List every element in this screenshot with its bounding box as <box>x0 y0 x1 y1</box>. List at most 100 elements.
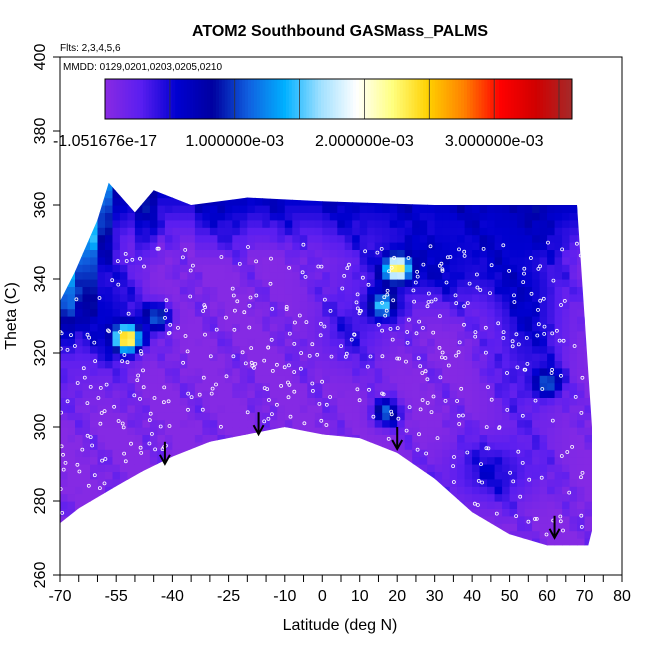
field-cell <box>157 390 166 398</box>
field-cell <box>494 286 503 295</box>
field-cell <box>292 249 301 258</box>
colorbar-swatch <box>344 79 348 119</box>
sample-point <box>102 481 107 486</box>
field-cell <box>329 182 338 184</box>
field-cell <box>60 308 69 317</box>
colorbar-swatch <box>402 79 407 119</box>
field-cell <box>112 227 121 236</box>
field-cell <box>217 205 226 213</box>
field-cell <box>134 279 143 287</box>
sample-point <box>355 306 360 311</box>
field-cell <box>344 382 353 391</box>
field-cell <box>359 441 368 450</box>
field-cell <box>254 182 263 191</box>
sample-point <box>457 247 461 252</box>
field-cell <box>217 404 226 413</box>
field-cell <box>427 249 436 258</box>
field-cell <box>112 182 121 191</box>
sample-point <box>559 373 563 378</box>
field-cell <box>105 212 114 221</box>
field-cell <box>352 279 361 287</box>
field-cell <box>217 279 226 287</box>
sample-point <box>299 351 304 355</box>
field-cell <box>112 404 121 413</box>
field-cell <box>90 456 99 465</box>
sample-point <box>138 396 142 401</box>
field-cell <box>547 212 556 221</box>
field-cell <box>209 456 218 465</box>
field-cell <box>434 316 443 324</box>
sample-point <box>322 324 327 329</box>
sample-point <box>387 269 391 274</box>
field-cell <box>592 397 600 405</box>
field-cell <box>569 330 578 339</box>
field-cell <box>374 293 383 302</box>
field-cell <box>179 434 188 443</box>
field-cell <box>329 404 338 413</box>
field-cell <box>359 293 368 302</box>
sample-point <box>560 247 564 252</box>
field-cell <box>179 427 188 435</box>
field-cell <box>344 301 353 310</box>
field-cell <box>277 205 286 213</box>
field-cell <box>344 242 353 250</box>
field-cell <box>427 316 436 324</box>
field-cell <box>404 308 413 317</box>
field-cell <box>352 219 361 228</box>
field-cell <box>472 545 481 546</box>
field-cell <box>329 256 338 265</box>
field-cell <box>397 367 406 376</box>
field-cell <box>404 219 413 228</box>
colorbar-swatch <box>189 79 193 119</box>
field-cell <box>239 382 248 391</box>
field-cell <box>277 456 286 465</box>
field-cell <box>239 464 248 472</box>
field-cell <box>217 456 226 465</box>
field-cell <box>239 330 248 339</box>
field-cell <box>307 271 316 280</box>
field-cell <box>577 530 586 539</box>
field-cell <box>389 286 398 295</box>
field-cell <box>149 190 158 199</box>
field-cell <box>449 271 458 280</box>
field-cell <box>134 308 143 317</box>
sample-point <box>168 322 173 327</box>
field-cell <box>487 515 496 524</box>
field-cell <box>442 256 451 265</box>
field-cell <box>209 419 218 428</box>
field-cell <box>479 234 488 243</box>
field-cell <box>517 530 526 539</box>
field-cell <box>577 464 586 472</box>
field-cell <box>352 471 361 480</box>
field-cell <box>209 205 218 213</box>
field-cell <box>105 279 114 287</box>
field-cell <box>502 308 511 317</box>
field-cell <box>292 456 301 465</box>
field-cell <box>127 316 136 324</box>
field-cell <box>584 271 592 280</box>
field-cell <box>299 375 308 384</box>
field-cell <box>322 205 331 213</box>
field-cell <box>105 249 114 258</box>
field-cell <box>179 412 188 421</box>
sample-point <box>223 315 228 320</box>
field-cell <box>389 227 398 236</box>
sample-point <box>180 255 185 260</box>
field-cell <box>337 182 346 191</box>
field-cell <box>224 323 233 332</box>
colorbar-swatch <box>160 79 164 119</box>
field-cell <box>577 501 586 509</box>
sample-point <box>269 256 273 261</box>
field-cell <box>479 538 488 546</box>
field-cell <box>577 397 586 406</box>
field-cell <box>299 412 308 421</box>
field-cell <box>112 478 121 487</box>
field-cell <box>397 279 406 287</box>
field-cell <box>299 316 308 324</box>
field-cell <box>60 360 69 369</box>
field-cell <box>217 390 226 398</box>
field-cell <box>60 219 69 228</box>
sample-point <box>558 519 563 524</box>
field-cell <box>472 197 481 206</box>
field-cell <box>314 338 323 347</box>
